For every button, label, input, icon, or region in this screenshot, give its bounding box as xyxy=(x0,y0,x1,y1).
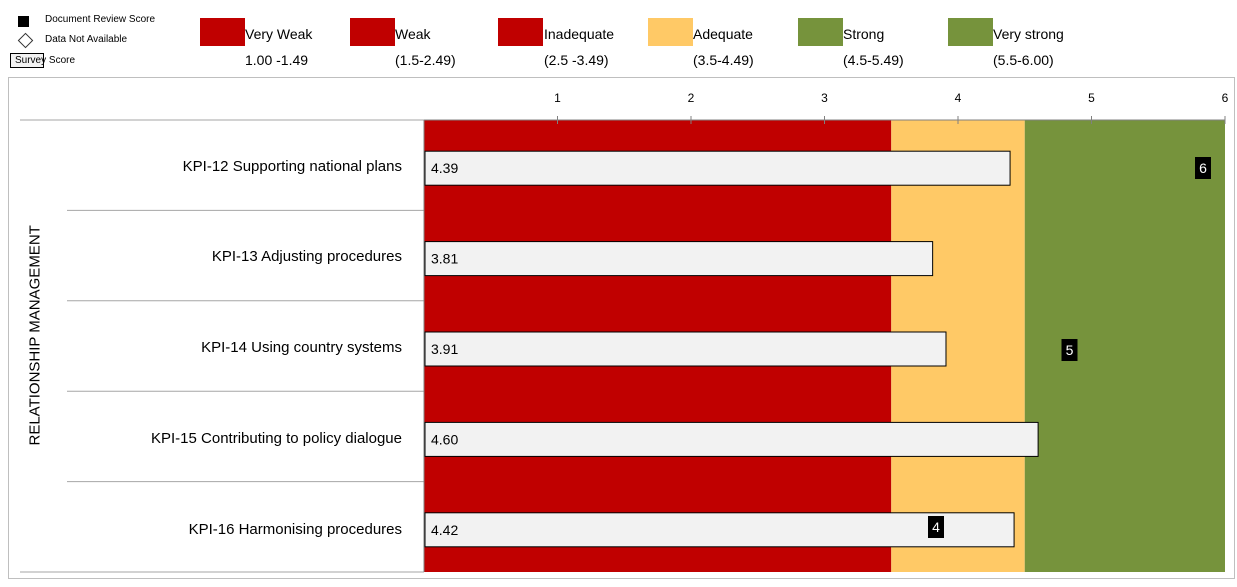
survey-score-bar xyxy=(424,241,934,277)
category-label-kpi-14: KPI-14 Using country systems xyxy=(201,339,402,356)
category-label-kpi-16: KPI-16 Harmonising procedures xyxy=(188,521,402,538)
chart-frame xyxy=(8,77,1235,579)
legend-weak-range: (1.5-2.49) xyxy=(395,52,456,68)
survey-score-label: 4.60 xyxy=(431,431,458,447)
document-review-marker xyxy=(1061,339,1078,361)
legend-inadequate-swatch xyxy=(498,18,543,46)
legend-document-review-label: Document Review Score xyxy=(45,14,156,25)
legend-strong-range: (4.5-5.49) xyxy=(843,52,904,68)
legend-survey-score-label: Survey Score xyxy=(15,55,76,66)
legend-inadequate-range: (2.5 -3.49) xyxy=(544,52,609,68)
x-tick-label: 5 xyxy=(1088,91,1095,105)
document-review-value: 4 xyxy=(932,519,940,535)
document-review-value: 5 xyxy=(1066,342,1074,358)
survey-score-label: 3.91 xyxy=(431,341,458,357)
legend-very-weak-range: 1.00 -1.49 xyxy=(245,52,309,68)
legend-very-strong-label: Very strong xyxy=(993,26,1064,42)
rating-band xyxy=(1024,120,1225,572)
legend-inadequate-label: Inadequate xyxy=(544,26,615,42)
legend-adequate-label: Adequate xyxy=(693,26,753,42)
document-review-value: 6 xyxy=(1199,160,1207,176)
x-tick-label: 3 xyxy=(821,91,828,105)
category-label-kpi-12: KPI-12 Supporting national plans xyxy=(182,158,402,175)
survey-score-bar xyxy=(424,150,1011,186)
document-review-marker xyxy=(1195,157,1211,179)
survey-score-label: 3.81 xyxy=(431,251,458,267)
survey-score-swatch xyxy=(10,53,44,68)
document-review-score-swatch xyxy=(18,16,29,27)
legend-very-weak-swatch xyxy=(200,18,245,46)
document-review-marker xyxy=(928,516,944,538)
survey-score-bar xyxy=(424,512,1015,548)
legend-weak-label: Weak xyxy=(395,26,431,42)
survey-score-bar xyxy=(424,331,947,367)
survey-score-label: 4.42 xyxy=(431,522,458,538)
legend-very-weak-label: Very Weak xyxy=(245,26,313,42)
legend-weak-swatch xyxy=(350,18,395,46)
survey-score-bar xyxy=(424,421,1039,457)
x-tick-label: 4 xyxy=(955,91,962,105)
legend-strong-label: Strong xyxy=(843,26,885,42)
category-label-kpi-15: KPI-15 Contributing to policy dialogue xyxy=(151,430,402,447)
x-tick-label: 6 xyxy=(1222,91,1229,105)
survey-score-label: 4.39 xyxy=(431,160,458,176)
x-tick-label: 2 xyxy=(688,91,695,105)
x-tick-label: 1 xyxy=(554,91,561,105)
legend-adequate-swatch xyxy=(648,18,693,46)
legend-very-strong-range: (5.5-6.00) xyxy=(993,52,1054,68)
legend-strong-swatch xyxy=(798,18,843,46)
legend-adequate-range: (3.5-4.49) xyxy=(693,52,754,68)
legend-very-strong-swatch xyxy=(948,18,993,46)
category-label-kpi-13: KPI-13 Adjusting procedures xyxy=(211,248,402,265)
legend-data-not-available-label: Data Not Available xyxy=(45,34,128,45)
